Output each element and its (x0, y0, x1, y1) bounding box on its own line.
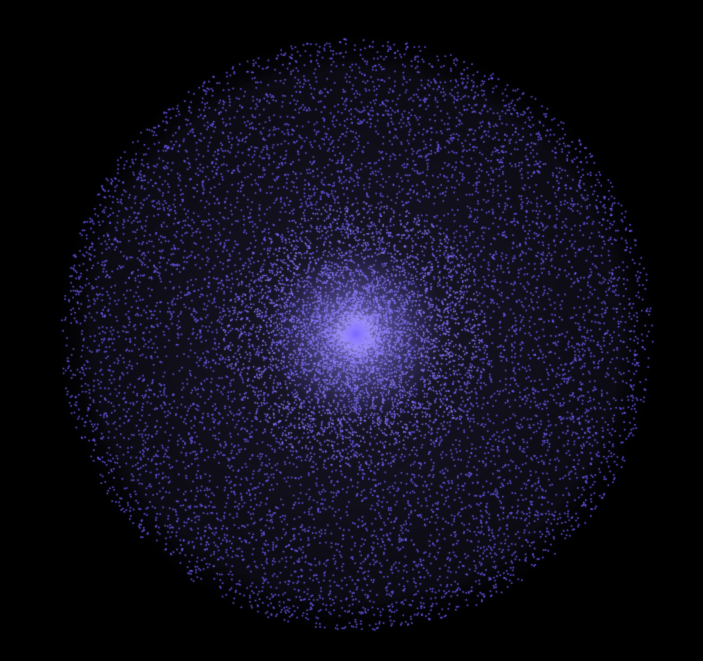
particle-disc-canvas (0, 0, 703, 661)
particle-visualization (0, 0, 703, 661)
